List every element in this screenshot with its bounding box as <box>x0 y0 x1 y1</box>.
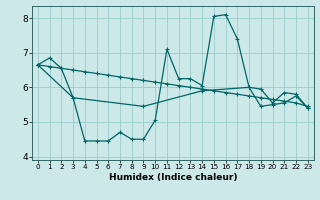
X-axis label: Humidex (Indice chaleur): Humidex (Indice chaleur) <box>108 173 237 182</box>
